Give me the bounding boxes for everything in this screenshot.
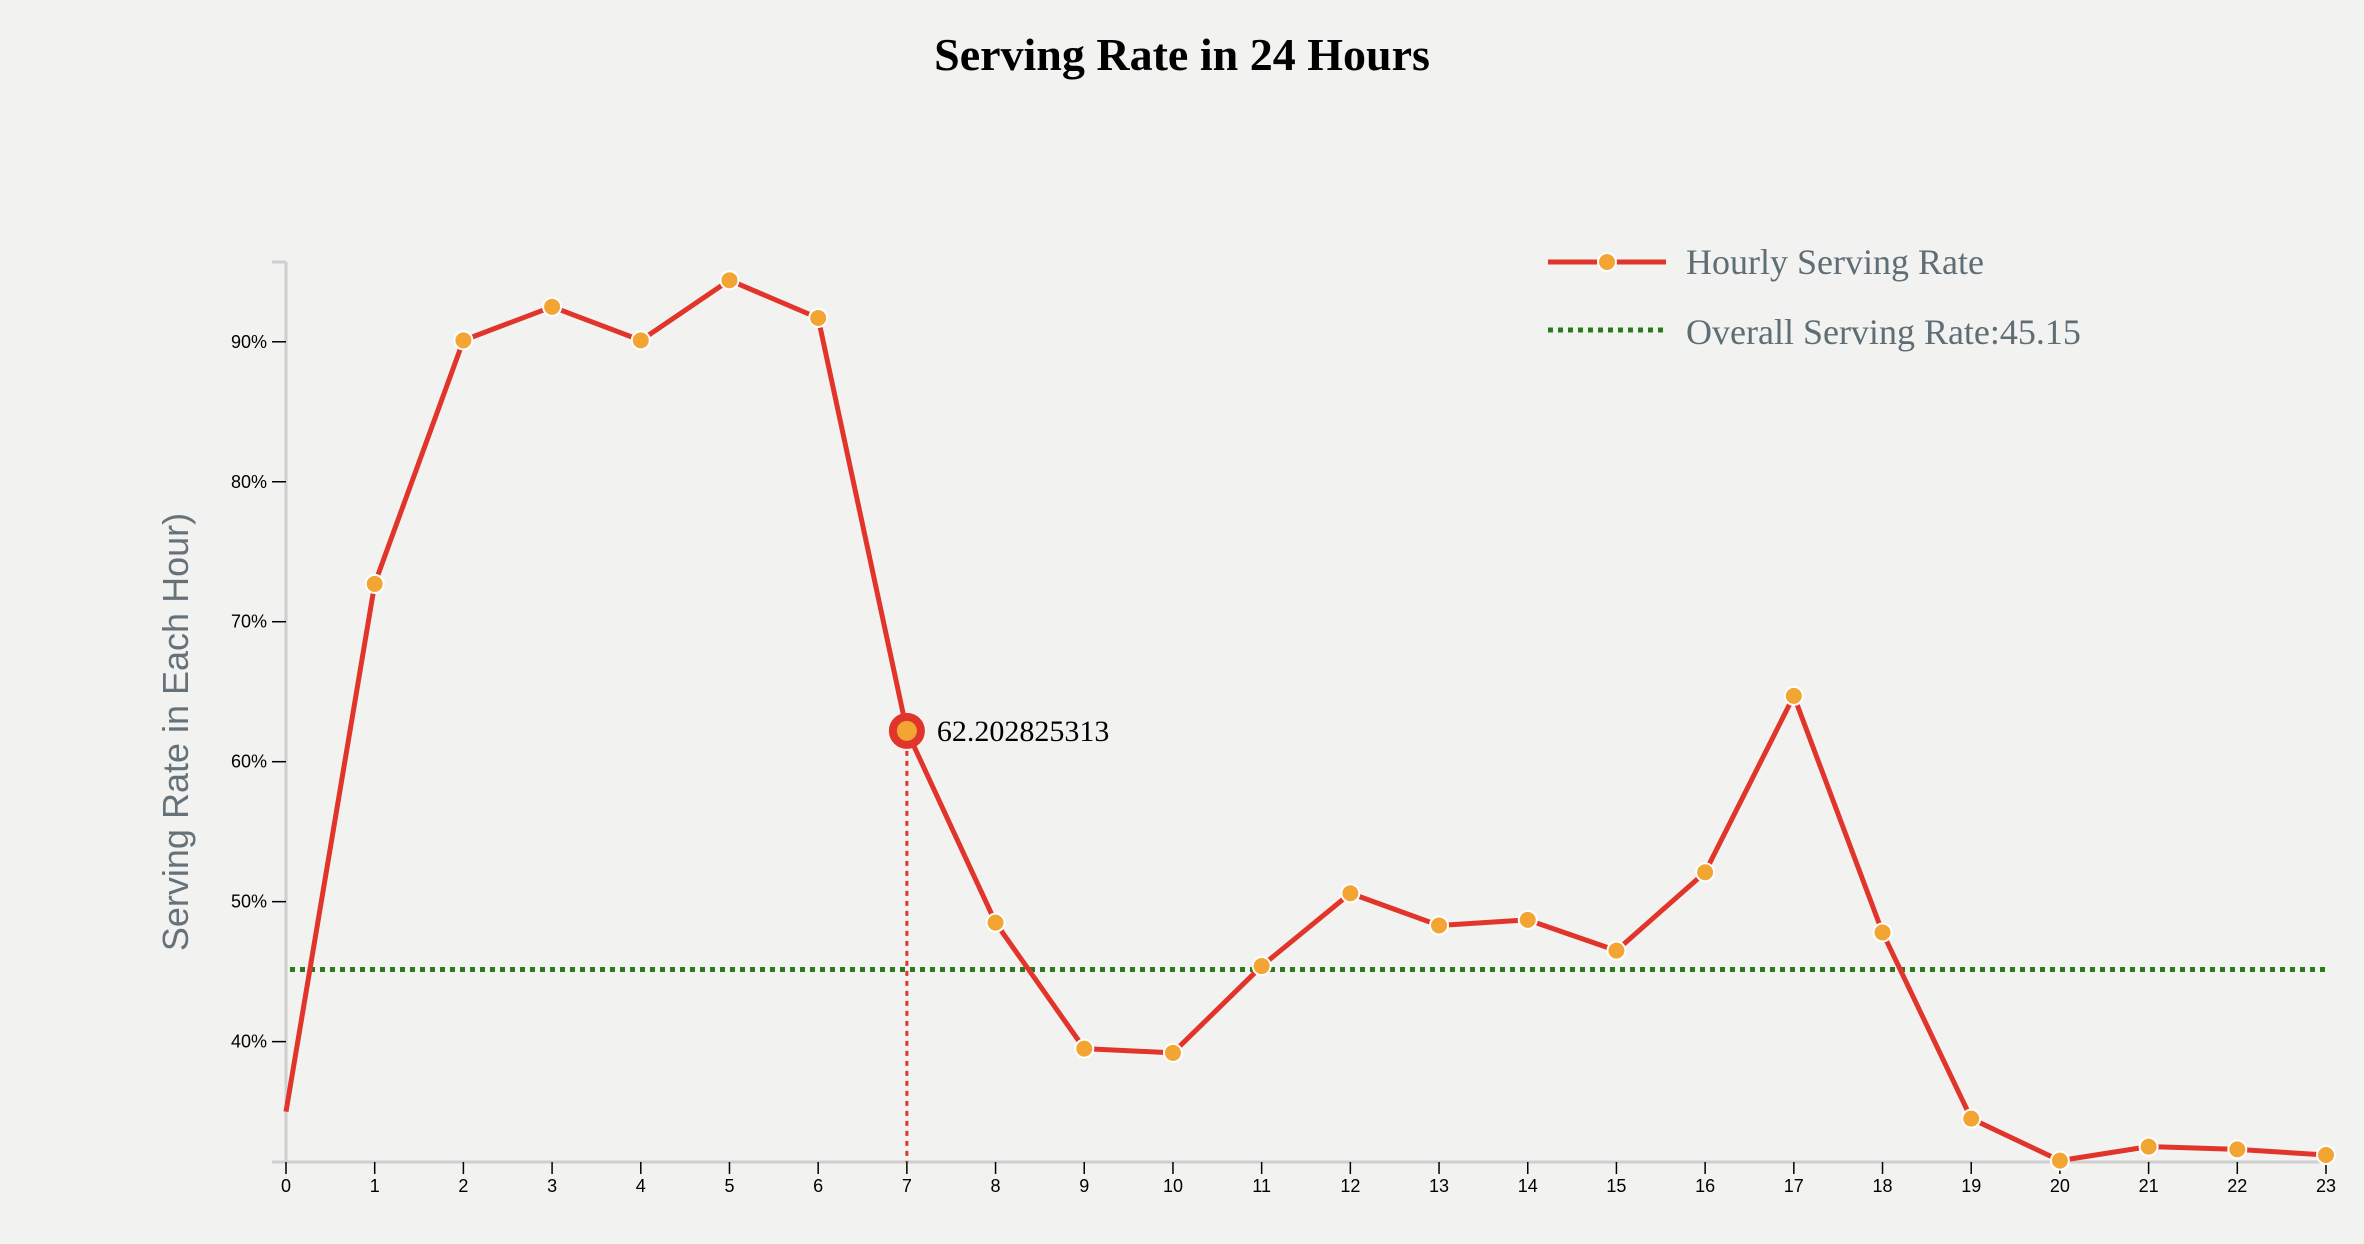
y-ticks: 40% 50% 60% 70% 80% 90%: [231, 332, 286, 1052]
legend: Hourly Serving Rate Overall Serving Rate…: [1548, 242, 2081, 352]
highlight-point-ring[interactable]: [888, 712, 925, 749]
x-tick-label: 9: [1079, 1176, 1089, 1196]
x-tick-label: 11: [1252, 1176, 1271, 1196]
y-tick-label: 80%: [231, 472, 267, 492]
data-point-hour-17[interactable]: [1783, 685, 1804, 706]
data-point-hour-9[interactable]: [1074, 1038, 1095, 1059]
legend-item-hourly[interactable]: Hourly Serving Rate: [1548, 242, 1984, 282]
data-point-hour-16[interactable]: [1695, 862, 1716, 883]
data-point-hour-23[interactable]: [2316, 1145, 2336, 1166]
x-tick-label: 19: [1961, 1176, 1981, 1196]
data-point-hour-2[interactable]: [453, 330, 474, 351]
x-tick-label: 6: [813, 1176, 823, 1196]
data-point-hour-19[interactable]: [1961, 1108, 1982, 1129]
data-point-hour-5[interactable]: [719, 270, 740, 291]
data-point-hour-8[interactable]: [985, 912, 1006, 933]
x-tick-label: 10: [1163, 1176, 1183, 1196]
data-point-hour-13[interactable]: [1429, 915, 1450, 936]
x-tick-label: 12: [1340, 1176, 1360, 1196]
data-points: [364, 270, 2336, 1171]
x-tick-label: 0: [281, 1176, 291, 1196]
x-tick-label: 3: [547, 1176, 557, 1196]
x-ticks: 0 1 2 3 4 5 6 7 8 9 10 11 12 13 14 15 16 17 18 19 20 21 22 23: [281, 1162, 2336, 1196]
y-tick-label: 90%: [231, 332, 267, 352]
legend-marker-hourly: [1597, 252, 1617, 272]
data-point-hour-3[interactable]: [542, 296, 563, 317]
x-tick-label: 2: [458, 1176, 468, 1196]
x-tick-label: 17: [1784, 1176, 1804, 1196]
data-point-hour-14[interactable]: [1517, 909, 1538, 930]
x-tick-label: 23: [2316, 1176, 2336, 1196]
x-tick-label: 14: [1518, 1176, 1538, 1196]
y-tick-label: 50%: [231, 892, 267, 912]
x-tick-label: 18: [1873, 1176, 1893, 1196]
x-tick-label: 15: [1606, 1176, 1626, 1196]
legend-label-overall: Overall Serving Rate:45.15: [1686, 312, 2081, 352]
data-point-hour-11[interactable]: [1251, 956, 1272, 977]
y-axis-label: Serving Rate in Each Hour): [155, 513, 196, 951]
x-tick-label: 4: [636, 1176, 646, 1196]
highlight-value-label: 62.202825313: [937, 715, 1110, 748]
x-tick-label: 20: [2050, 1176, 2070, 1196]
data-point-hour-15[interactable]: [1606, 940, 1627, 961]
x-tick-label: 22: [2227, 1176, 2247, 1196]
data-point-hour-18[interactable]: [1872, 922, 1893, 943]
x-tick-label: 7: [902, 1176, 912, 1196]
y-tick-label: 60%: [231, 752, 267, 772]
x-tick-label: 21: [2139, 1176, 2159, 1196]
y-tick-label: 70%: [231, 612, 267, 632]
x-tick-label: 13: [1429, 1176, 1449, 1196]
x-tick-label: 8: [991, 1176, 1001, 1196]
data-point-hour-1[interactable]: [364, 573, 385, 594]
axes: [272, 260, 2326, 1164]
y-tick-label: 40%: [231, 1032, 267, 1052]
x-tick-label: 1: [370, 1176, 380, 1196]
x-tick-label: 5: [724, 1176, 734, 1196]
chart-title: Serving Rate in 24 Hours: [934, 29, 1430, 80]
legend-label-hourly: Hourly Serving Rate: [1686, 242, 1984, 282]
data-point-hour-20[interactable]: [2049, 1150, 2070, 1171]
hourly-serving-rate-line: [283, 277, 2327, 1164]
x-tick-label: 16: [1695, 1176, 1715, 1196]
legend-item-overall[interactable]: Overall Serving Rate:45.15: [1548, 312, 2081, 352]
data-point-hour-10[interactable]: [1162, 1042, 1183, 1063]
data-point-hour-12[interactable]: [1340, 883, 1361, 904]
data-point-hour-4[interactable]: [630, 330, 651, 351]
data-point-hour-21[interactable]: [2138, 1136, 2159, 1157]
data-point-hour-6[interactable]: [808, 307, 829, 328]
data-point-hour-22[interactable]: [2227, 1139, 2248, 1160]
